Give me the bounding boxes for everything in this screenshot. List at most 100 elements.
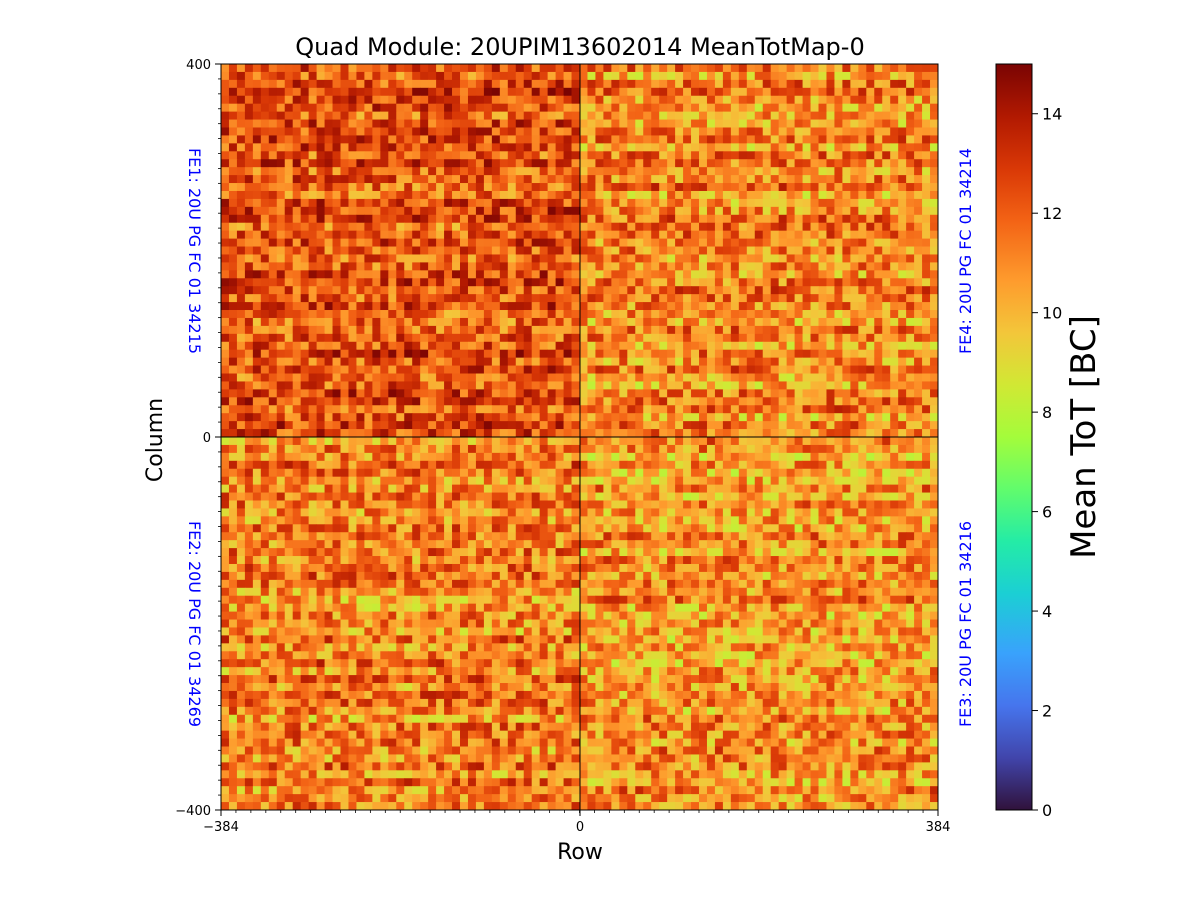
heatmap-cell xyxy=(595,175,604,184)
heatmap-cell xyxy=(507,373,517,382)
heatmap-cell xyxy=(746,143,756,152)
heatmap-cell xyxy=(691,254,700,263)
heatmap-cell xyxy=(523,508,533,517)
heatmap-cell xyxy=(523,175,533,184)
heatmap-cell xyxy=(515,349,525,359)
heatmap-cell xyxy=(460,341,469,351)
heatmap-cell xyxy=(611,405,620,414)
heatmap-cell xyxy=(571,405,580,414)
heatmap-cell xyxy=(706,103,716,113)
heatmap-cell xyxy=(762,357,772,366)
heatmap-cell xyxy=(890,397,899,406)
heatmap-cell xyxy=(268,183,278,192)
heatmap-cell xyxy=(412,452,421,462)
heatmap-cell xyxy=(762,230,772,239)
heatmap-cell xyxy=(236,365,246,374)
heatmap-cell xyxy=(922,151,931,160)
heatmap-cell xyxy=(699,143,708,152)
heatmap-cell xyxy=(667,341,676,351)
heatmap-cell xyxy=(252,222,262,232)
heatmap-cell xyxy=(667,262,676,271)
heatmap-cell xyxy=(555,127,564,136)
heatmap-cell xyxy=(356,437,365,446)
heatmap-cell xyxy=(483,214,493,224)
heatmap-cell xyxy=(348,373,357,382)
heatmap-cell xyxy=(300,516,310,525)
heatmap-cell xyxy=(428,198,437,208)
heatmap-cell xyxy=(412,111,421,120)
heatmap-cell xyxy=(547,381,556,390)
heatmap-cell xyxy=(850,405,859,414)
heatmap-cell xyxy=(236,151,246,160)
heatmap-cell xyxy=(412,302,421,311)
heatmap-cell xyxy=(898,135,907,144)
heatmap-cell xyxy=(930,175,939,184)
heatmap-cell xyxy=(396,87,405,97)
heatmap-cell xyxy=(786,159,795,168)
heatmap-cell xyxy=(300,302,310,311)
heatmap-cell xyxy=(396,175,405,184)
heatmap-cell xyxy=(643,381,652,390)
heatmap-cell xyxy=(579,159,588,168)
heatmap-cell xyxy=(850,317,859,327)
heatmap-cell xyxy=(898,341,907,351)
heatmap-cell xyxy=(475,389,485,398)
heatmap-cell xyxy=(523,246,533,255)
heatmap-cell xyxy=(539,524,549,533)
heatmap-cell xyxy=(491,548,501,557)
heatmap-cell xyxy=(236,492,246,501)
heatmap-cell xyxy=(388,183,397,192)
heatmap-cell xyxy=(483,95,493,105)
heatmap-cell xyxy=(372,246,381,255)
heatmap-cell xyxy=(683,198,692,208)
heatmap-cell xyxy=(491,262,501,271)
heatmap-cell xyxy=(356,127,365,136)
heatmap-cell xyxy=(539,548,549,557)
heatmap-cell xyxy=(428,349,437,359)
heatmap-cell xyxy=(603,254,612,263)
heatmap-cell xyxy=(260,349,270,359)
heatmap-cell xyxy=(300,262,310,271)
heatmap-cell xyxy=(292,294,302,303)
heatmap-cell xyxy=(738,167,748,176)
heatmap-cell xyxy=(268,302,278,311)
heatmap-cell xyxy=(444,500,453,509)
heatmap-cell xyxy=(324,302,333,311)
heatmap-cell xyxy=(252,127,262,136)
heatmap-cell xyxy=(364,206,373,216)
heatmap-cell xyxy=(699,413,708,422)
heatmap-cell xyxy=(348,278,357,287)
heatmap-cell xyxy=(571,373,580,382)
heatmap-cell xyxy=(738,127,748,136)
heatmap-cell xyxy=(276,254,286,263)
heatmap-cell xyxy=(499,111,509,120)
heatmap-cell xyxy=(571,532,580,541)
heatmap-cell xyxy=(683,278,692,287)
heatmap-cell xyxy=(515,286,525,295)
heatmap-cell xyxy=(260,548,270,557)
heatmap-cell xyxy=(428,286,437,295)
heatmap-cell xyxy=(595,159,604,168)
heatmap-cell xyxy=(428,492,437,501)
heatmap-cell xyxy=(722,206,732,216)
heatmap-cell xyxy=(428,230,437,239)
heatmap-cell xyxy=(412,198,421,208)
heatmap-cell xyxy=(228,222,238,232)
heatmap-cell xyxy=(914,278,923,287)
heatmap-cell xyxy=(651,365,660,374)
heatmap-cell xyxy=(643,159,652,168)
heatmap-cell xyxy=(579,397,588,406)
heatmap-cell xyxy=(930,389,939,398)
heatmap-cell xyxy=(826,198,835,208)
heatmap-cell xyxy=(746,357,756,366)
heatmap-cell xyxy=(643,143,652,152)
heatmap-cell xyxy=(491,135,501,144)
heatmap-cell xyxy=(507,317,517,327)
heatmap-cell xyxy=(221,135,230,144)
heatmap-cell xyxy=(276,397,286,406)
heatmap-cell xyxy=(539,246,549,255)
heatmap-cell xyxy=(221,198,230,208)
heatmap-cell xyxy=(483,365,493,374)
heatmap-cell xyxy=(467,389,477,398)
heatmap-cell xyxy=(436,302,445,311)
